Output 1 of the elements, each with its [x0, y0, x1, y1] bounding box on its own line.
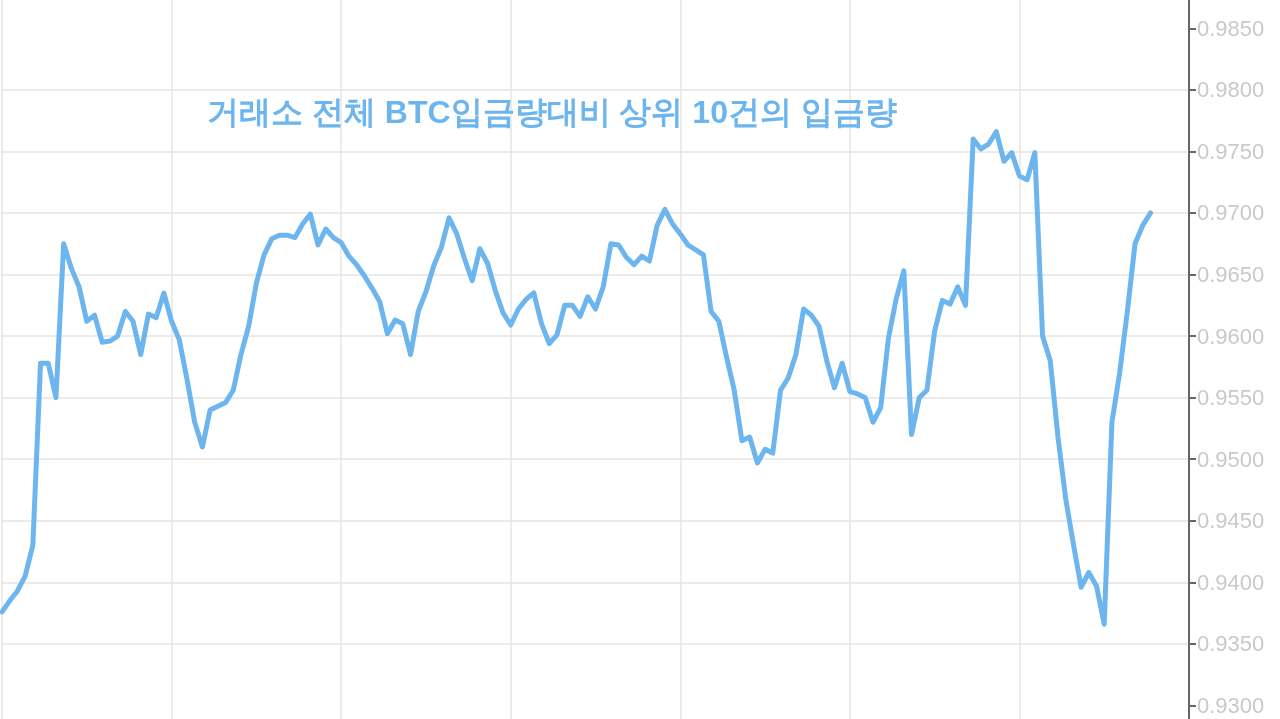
text: 거래소 전체 BTC입금량대비 상위 10건의 입금량 [207, 94, 897, 130]
